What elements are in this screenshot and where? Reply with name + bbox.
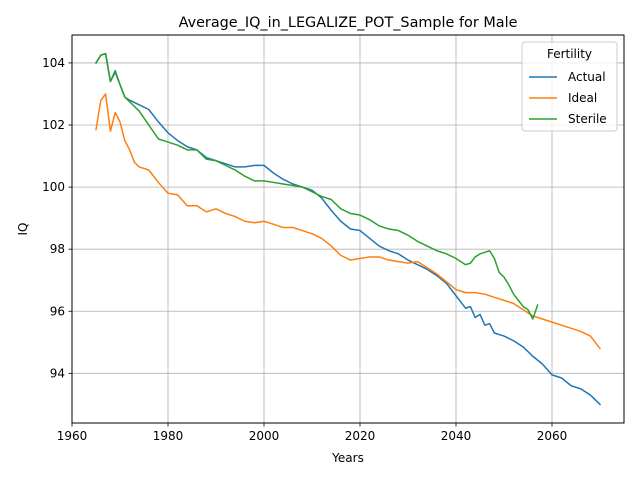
- x-axis-label: Years: [331, 451, 364, 465]
- series-line-sterile: [94, 52, 539, 320]
- y-tick-label: 94: [50, 366, 65, 380]
- chart-title: Average_IQ_in_LEGALIZE_POT_Sample for Ma…: [179, 15, 518, 31]
- y-tick-label: 100: [42, 180, 65, 194]
- x-tick-label: 2040: [441, 429, 472, 443]
- axis-ticks: 1960 1980 2000 2020 2040 2060 94 96 98 100 102 104: [42, 56, 567, 443]
- legend-box: [521, 41, 618, 132]
- legend: Fertility Actual Ideal Sterile: [521, 41, 618, 132]
- legend-title: Fertility: [547, 47, 592, 61]
- y-tick-label: 102: [42, 118, 65, 132]
- y-axis-label: IQ: [16, 223, 30, 236]
- y-tick-label: 104: [42, 56, 65, 70]
- x-tick-label: 1980: [153, 429, 184, 443]
- axes-frame: [71, 34, 625, 424]
- series-lines: [94, 52, 602, 406]
- y-tick-label: 98: [50, 242, 65, 256]
- x-tick-label: 2020: [345, 429, 376, 443]
- x-tick-label: 2060: [537, 429, 568, 443]
- legend-label-actual: Actual: [568, 70, 606, 84]
- x-tick-label: 1960: [57, 429, 88, 443]
- legend-label-sterile: Sterile: [568, 112, 607, 126]
- x-tick-label: 2000: [249, 429, 280, 443]
- legend-entries: Actual Ideal Sterile: [529, 70, 607, 126]
- y-tick-label: 96: [50, 304, 65, 318]
- legend-label-ideal: Ideal: [568, 91, 597, 105]
- series-line-ideal: [95, 93, 602, 350]
- series-line-actual: [94, 52, 602, 406]
